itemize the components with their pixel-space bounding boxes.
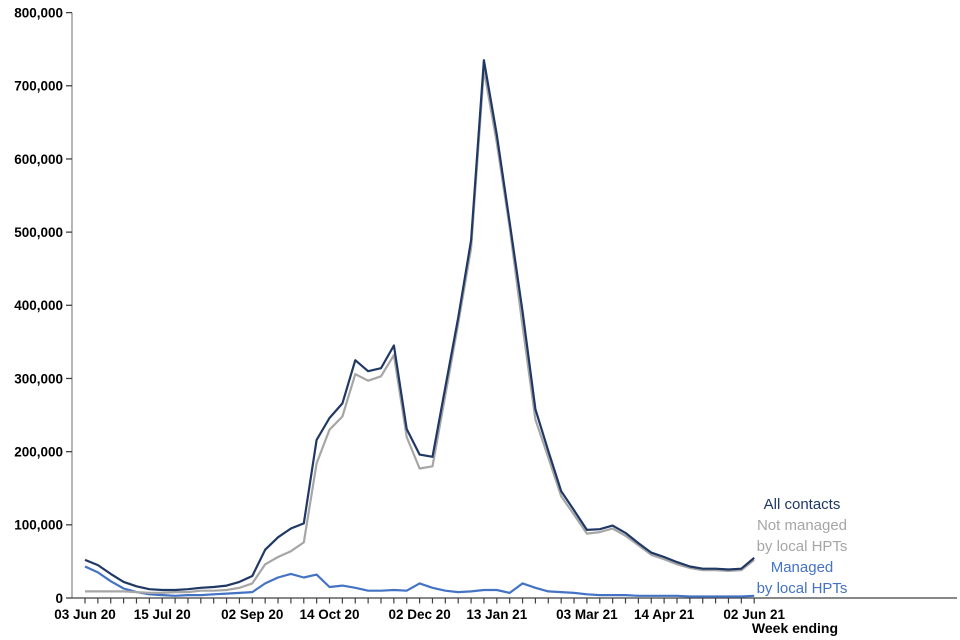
series-line-all-contacts xyxy=(84,59,755,592)
y-tick-label: 400,000 xyxy=(14,298,63,313)
y-tick-label: 0 xyxy=(55,591,63,606)
x-axis-title: Week ending xyxy=(751,620,838,636)
x-tick-label: 13 Jan 21 xyxy=(466,607,527,622)
y-tick-label: 300,000 xyxy=(14,371,63,386)
y-tick-label: 700,000 xyxy=(14,79,63,94)
x-tick-label: 14 Oct 20 xyxy=(299,607,359,622)
x-tick-label: 02 Dec 20 xyxy=(388,607,450,622)
y-tick-label: 500,000 xyxy=(14,225,63,240)
series-line-managed-by-local-hpts xyxy=(84,565,755,598)
x-tick-label: 02 Sep 20 xyxy=(221,607,283,622)
legend-managed-line2: by local HPTs xyxy=(756,580,848,597)
series-line-not-managed-by-local-hpts xyxy=(85,68,755,595)
legend-not-managed-line2: by local HPTs xyxy=(756,538,848,555)
y-tick-label: 800,000 xyxy=(14,5,63,20)
x-tick-label: 03 Mar 21 xyxy=(556,607,618,622)
chart-legend: All contacts Not managed by local HPTs M… xyxy=(678,494,926,599)
x-tick-label: 03 Jun 20 xyxy=(54,607,116,622)
legend-managed-line1: Managed xyxy=(770,559,834,576)
y-tick-label: 600,000 xyxy=(14,152,63,167)
legend-not-managed-line1: Not managed xyxy=(756,517,848,534)
y-tick-label: 100,000 xyxy=(14,518,63,533)
x-tick-label: 02 Jun 21 xyxy=(723,607,785,622)
x-tick-label: 14 Apr 21 xyxy=(634,607,695,622)
y-tick-label: 200,000 xyxy=(14,444,63,459)
x-tick-label: 15 Jul 20 xyxy=(134,607,191,622)
legend-all-contacts: All contacts xyxy=(763,496,841,513)
